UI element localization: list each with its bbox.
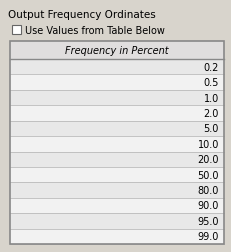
Bar xyxy=(12,26,21,35)
Bar xyxy=(10,121,223,137)
Bar xyxy=(10,183,223,198)
Text: 5.0: 5.0 xyxy=(203,124,218,134)
Bar xyxy=(10,137,223,152)
Bar xyxy=(10,213,223,229)
Text: 0.5: 0.5 xyxy=(203,78,218,88)
Bar xyxy=(10,42,223,60)
Bar xyxy=(10,60,223,75)
Text: 50.0: 50.0 xyxy=(197,170,218,180)
Text: Frequency in Percent: Frequency in Percent xyxy=(65,46,168,56)
Text: 20.0: 20.0 xyxy=(197,154,218,165)
Bar xyxy=(10,90,223,106)
Text: 99.0: 99.0 xyxy=(197,231,218,241)
Bar xyxy=(10,229,223,244)
Text: 10.0: 10.0 xyxy=(197,139,218,149)
Bar xyxy=(10,106,223,121)
Text: Output Frequency Ordinates: Output Frequency Ordinates xyxy=(8,10,155,20)
Bar xyxy=(10,42,223,244)
Text: 1.0: 1.0 xyxy=(203,93,218,103)
Bar xyxy=(10,167,223,183)
Text: 2.0: 2.0 xyxy=(203,109,218,118)
Text: 80.0: 80.0 xyxy=(197,185,218,195)
Text: 95.0: 95.0 xyxy=(197,216,218,226)
Bar xyxy=(10,75,223,90)
Bar xyxy=(10,42,223,244)
Text: 90.0: 90.0 xyxy=(197,201,218,211)
Text: Use Values from Table Below: Use Values from Table Below xyxy=(25,25,164,35)
Bar xyxy=(10,198,223,213)
Bar xyxy=(10,152,223,167)
Text: 0.2: 0.2 xyxy=(203,62,218,72)
